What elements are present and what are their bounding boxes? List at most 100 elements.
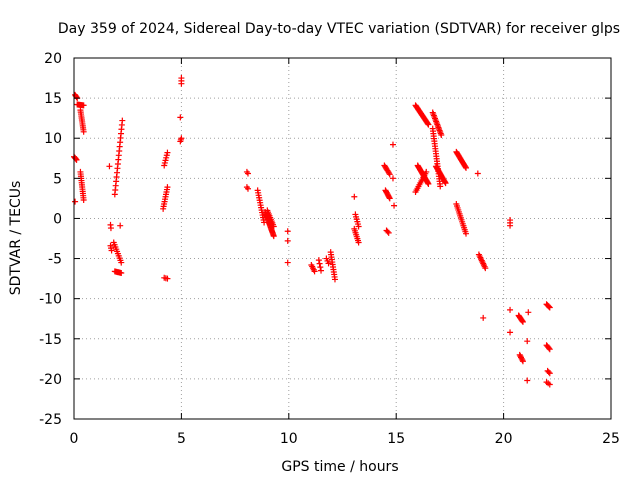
data-point: [389, 141, 396, 148]
data-point: [438, 132, 445, 139]
x-tick-label: 20: [495, 431, 513, 447]
data-point: [482, 265, 489, 272]
data-point: [355, 223, 362, 230]
data-point: [80, 102, 87, 109]
data-point: [355, 239, 362, 246]
data-point: [178, 135, 185, 142]
data-point: [519, 358, 526, 365]
data-point: [325, 260, 332, 267]
axis-ticks: [73, 57, 612, 420]
data-point: [72, 198, 79, 205]
data-point: [351, 193, 358, 200]
data-point: [106, 163, 113, 170]
data-point: [525, 309, 532, 316]
data-point: [425, 180, 432, 187]
plot-area-frame: [73, 57, 612, 420]
data-point: [463, 230, 470, 237]
x-tick-label: 5: [177, 431, 186, 447]
data-point: [384, 228, 391, 235]
data-point: [507, 306, 514, 313]
x-tick-label: 15: [387, 431, 405, 447]
data-point: [423, 168, 430, 175]
data-points: [71, 75, 553, 388]
data-point: [437, 183, 444, 190]
y-tick-label: -25: [39, 412, 62, 428]
data-point: [284, 237, 291, 244]
data-point: [80, 196, 87, 203]
data-point: [284, 228, 291, 235]
data-point: [80, 128, 87, 135]
y-tick-label: -10: [39, 292, 62, 308]
y-tick-label: 5: [53, 171, 62, 187]
data-point: [386, 171, 393, 178]
data-point: [311, 268, 318, 275]
data-point: [424, 120, 431, 127]
data-point: [462, 163, 469, 170]
x-tick-label: 25: [602, 431, 620, 447]
data-point: [117, 222, 124, 229]
data-point: [164, 184, 171, 191]
data-point: [463, 164, 470, 171]
data-point: [284, 259, 291, 266]
y-axis-label: SDTVAR / TECUs: [8, 181, 24, 296]
data-point: [385, 170, 392, 177]
y-tick-label: -15: [39, 332, 62, 348]
data-point: [119, 117, 126, 124]
data-point: [73, 156, 80, 163]
x-tick-label: 0: [70, 431, 79, 447]
y-tick-label: 10: [44, 131, 62, 147]
data-point: [178, 75, 185, 82]
data-point: [391, 202, 398, 209]
data-point: [107, 225, 114, 232]
data-point: [546, 304, 553, 311]
data-point: [545, 303, 552, 310]
data-point: [118, 259, 125, 266]
y-tick-label: -20: [39, 372, 62, 388]
x-tick-label: 10: [280, 431, 298, 447]
grid-lines: [74, 58, 611, 419]
data-point: [474, 170, 481, 177]
x-axis-label: GPS time / hours: [281, 459, 398, 475]
data-point: [385, 229, 392, 236]
data-point: [270, 223, 277, 230]
data-point: [177, 114, 184, 121]
y-tick-label: 20: [44, 51, 62, 67]
data-point: [270, 233, 277, 240]
data-point: [545, 369, 552, 376]
data-point: [545, 345, 552, 352]
data-point: [389, 175, 396, 182]
y-tick-label: 15: [44, 91, 62, 107]
data-point: [507, 329, 514, 336]
data-point: [524, 377, 531, 384]
data-point: [507, 222, 514, 229]
data-point: [331, 276, 338, 283]
data-point: [425, 121, 432, 128]
y-tick-label: -5: [48, 252, 62, 268]
data-point: [318, 267, 325, 274]
data-point: [317, 264, 324, 271]
data-point: [244, 185, 251, 192]
data-point: [480, 314, 487, 321]
data-point: [315, 257, 322, 264]
data-point: [546, 381, 553, 388]
data-point: [316, 260, 323, 267]
chart-title: Day 359 of 2024, Sidereal Day-to-day VTE…: [58, 21, 620, 37]
data-point: [73, 94, 80, 101]
data-point: [519, 318, 526, 325]
data-point: [546, 346, 553, 353]
data-point: [164, 275, 171, 282]
data-point: [244, 170, 251, 177]
data-point: [118, 269, 125, 276]
data-point: [546, 370, 553, 377]
data-point: [519, 356, 526, 363]
data-point: [386, 195, 393, 202]
data-point: [519, 318, 526, 325]
tick-labels: 0 5 10 15 20 25 -25 -20 -15 -10 -5 0 5 10 15 20: [39, 51, 620, 447]
data-point: [524, 338, 531, 345]
y-tick-label: 0: [53, 211, 62, 227]
data-point: [108, 247, 115, 254]
data-point: [164, 149, 171, 156]
